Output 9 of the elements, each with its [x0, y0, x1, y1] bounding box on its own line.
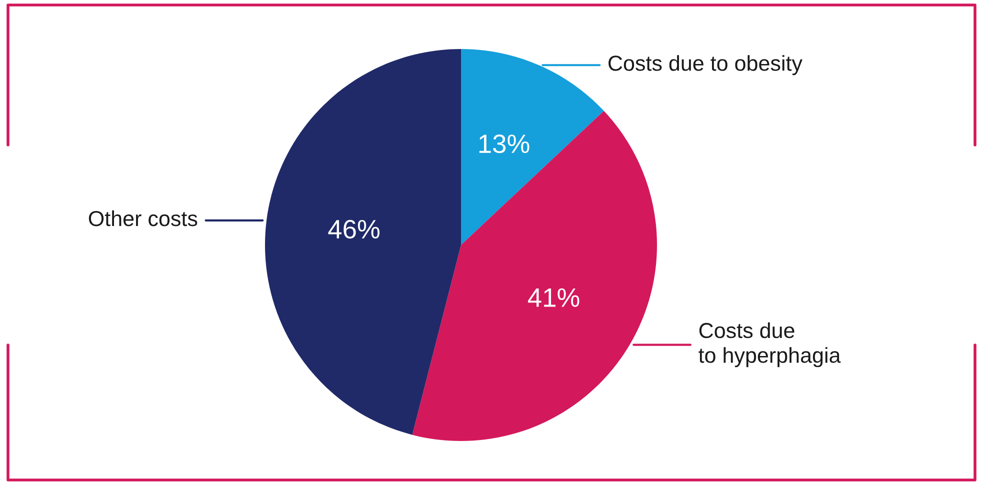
pie-slice: [265, 49, 461, 435]
data-label: 41%: [528, 288, 580, 307]
slice-label: Costs due to obesity: [608, 55, 802, 76]
slice-label: Costs due to hyperphagia: [698, 322, 841, 368]
pie-slice: [412, 110, 657, 441]
data-label: 46%: [328, 220, 380, 239]
pie-slice: [461, 49, 604, 245]
data-label: 13%: [479, 134, 530, 154]
slice-label: Other costs: [88, 210, 198, 226]
